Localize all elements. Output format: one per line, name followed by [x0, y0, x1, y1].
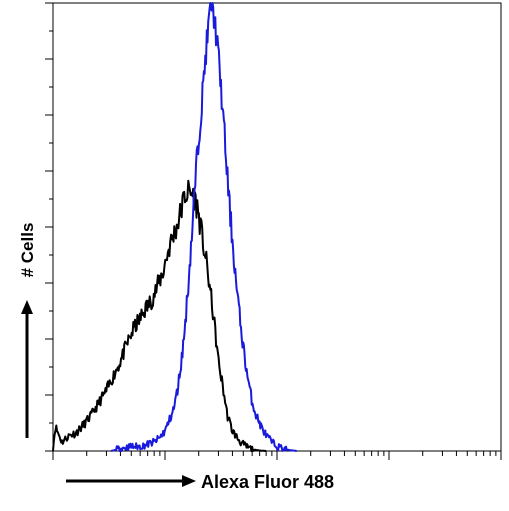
series-1-line: [52, 179, 267, 452]
x-axis-label: Alexa Fluor 488: [201, 472, 334, 492]
ticks-layer: [45, 2, 502, 460]
y-axis-arrow-head: [21, 300, 33, 314]
series-layer: [52, 2, 297, 452]
x-axis-arrow-head: [182, 475, 196, 487]
y-axis-label: # Cells: [18, 223, 37, 278]
series-2-line: [110, 2, 297, 452]
plot-frame: [52, 2, 502, 452]
